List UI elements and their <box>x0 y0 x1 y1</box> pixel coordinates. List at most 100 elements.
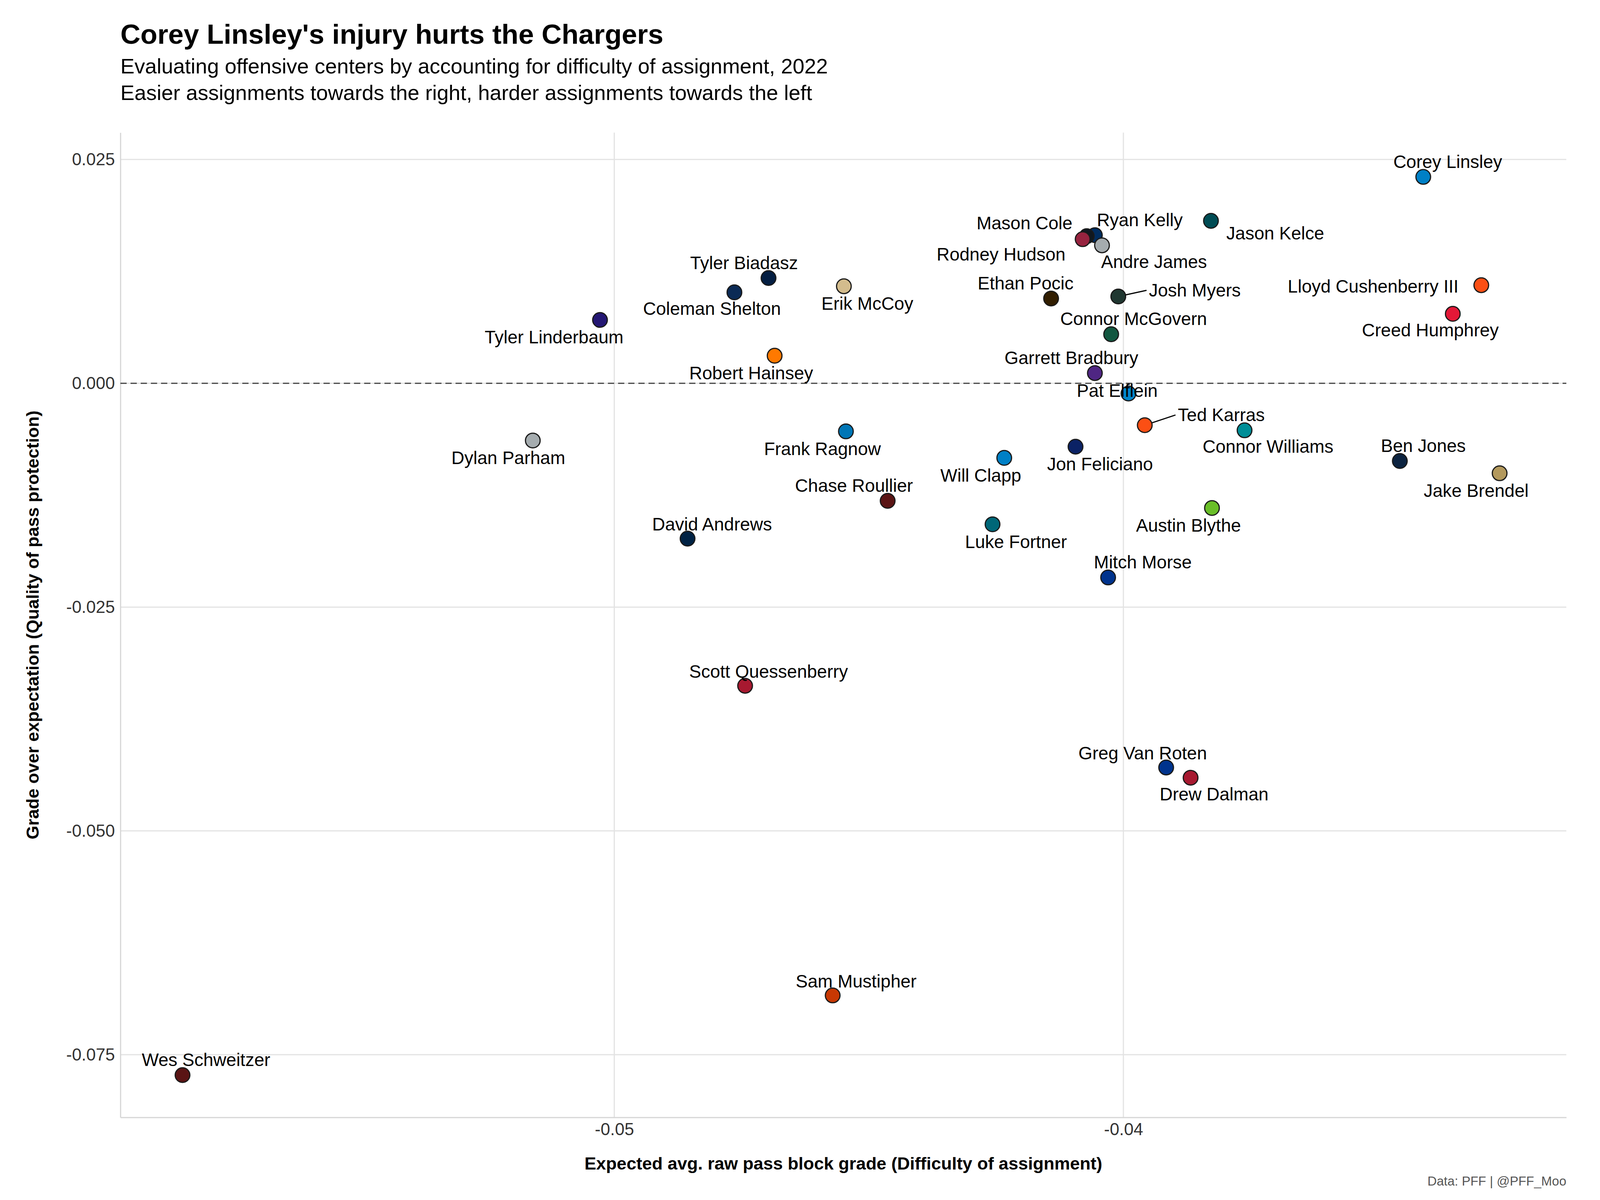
point-label: Luke Fortner <box>965 531 1068 552</box>
grid-line <box>1122 132 1124 1118</box>
point-label: Mitch Morse <box>1093 551 1192 573</box>
point-label: Scott Quessenberry <box>689 661 849 682</box>
grid <box>120 132 1567 1118</box>
point <box>1100 570 1116 586</box>
point-label: Corey Linsley <box>1393 151 1503 172</box>
point <box>880 493 896 509</box>
point <box>525 433 541 449</box>
grid-line <box>120 830 1567 832</box>
point <box>985 516 1000 532</box>
tick: -0.075 <box>66 1044 121 1065</box>
point-label: Wes Schweitzer <box>141 1049 271 1070</box>
grid-line <box>120 606 1567 608</box>
point-label: Erik McCoy <box>821 293 914 314</box>
tick-label: -0.050 <box>66 821 115 841</box>
point <box>1087 365 1103 381</box>
point-label: Lloyd Cushenberry III <box>1287 276 1459 297</box>
point-label: Jon Feliciano <box>1047 453 1154 475</box>
leader-line <box>1125 290 1147 295</box>
point <box>1203 213 1219 229</box>
title: Corey Linsley's injury hurts the Charger… <box>120 18 664 50</box>
point <box>838 424 854 440</box>
point-label: Ryan Kelly <box>1096 209 1183 231</box>
caption: Data: PFF | @PFF_Moo <box>1427 1173 1567 1189</box>
tick-label: -0.04 <box>1103 1119 1143 1139</box>
point-label: Robert Hainsey <box>689 362 813 384</box>
point <box>1237 423 1252 438</box>
point <box>726 285 742 300</box>
point-label: Garrett Bradbury <box>1004 347 1139 368</box>
point <box>175 1067 190 1083</box>
tick: -0.050 <box>66 821 121 841</box>
point <box>1445 306 1461 322</box>
grid-line <box>120 382 1567 384</box>
point <box>836 278 852 294</box>
point-label: Ted Karras <box>1177 404 1265 425</box>
point-label: Creed Humphrey <box>1362 319 1499 341</box>
point-label: Connor Williams <box>1202 436 1334 457</box>
tick-label: -0.075 <box>66 1044 115 1065</box>
point <box>1416 169 1431 185</box>
point-label: Ethan Pocic <box>977 273 1074 294</box>
point-label: Andre James <box>1101 251 1208 272</box>
point <box>1103 326 1119 342</box>
x-axis-title: Expected avg. raw pass block grade (Diff… <box>584 1153 1102 1174</box>
point <box>1068 439 1084 455</box>
point <box>1043 291 1059 306</box>
point-label: Will Clapp <box>940 465 1022 486</box>
point <box>1075 231 1091 247</box>
x-axis: -0.05 -0.04 <box>120 1117 1567 1139</box>
chart: -0.05 -0.04 0.025 0.000 -0.025 -0.050 -0.075 Co… <box>0 0 1600 1200</box>
point <box>1137 417 1153 433</box>
tick-label: -0.025 <box>66 597 115 617</box>
reference-line <box>120 382 1567 384</box>
y-axis: 0.025 0.000 -0.025 -0.050 -0.075 <box>66 132 121 1118</box>
point-labels: Corey Linsley Jason Kelce Ryan Kelly Mason … <box>141 151 1529 1070</box>
tick: -0.05 <box>594 1117 634 1139</box>
tick: 0.000 <box>71 373 121 393</box>
grid-line <box>120 158 1567 161</box>
point-label: Jason Kelce <box>1226 223 1325 244</box>
point-label: Dylan Parham <box>451 447 566 468</box>
point <box>1094 237 1110 253</box>
axis-line <box>120 1116 1567 1118</box>
point <box>1204 500 1220 516</box>
tick: 0.025 <box>71 149 121 169</box>
point-label: Pat Elflein <box>1076 380 1158 401</box>
point-label: Mason Cole <box>976 212 1073 234</box>
tick: -0.025 <box>66 597 121 617</box>
grid-line <box>613 132 615 1118</box>
point-label: Frank Ragnow <box>764 438 882 459</box>
point-label: Tyler Linderbaum <box>484 326 624 348</box>
point-label: Jake Brendel <box>1423 480 1529 501</box>
point-label: Ben Jones <box>1380 435 1466 456</box>
point <box>1392 453 1408 469</box>
point <box>767 348 783 364</box>
background <box>0 0 1600 1200</box>
y-axis-title: Grade over expectation (Quality of pass … <box>22 410 43 840</box>
point-label: Sam Mustipher <box>795 971 917 992</box>
point-label: Coleman Shelton <box>642 298 781 319</box>
tick: -0.04 <box>1103 1117 1143 1139</box>
point-label: Austin Blythe <box>1135 515 1241 536</box>
point-label: Tyler Biadasz <box>690 252 799 274</box>
point <box>761 270 777 286</box>
axis-line <box>119 132 122 1118</box>
point-label: Drew Dalman <box>1159 783 1269 805</box>
points <box>175 169 1507 1083</box>
tick-label: -0.05 <box>594 1119 634 1139</box>
subtitle: Evaluating offensive centers by accounti… <box>120 54 828 78</box>
point <box>1183 770 1199 786</box>
point-label: Connor McGovern <box>1060 308 1208 329</box>
point <box>996 450 1012 466</box>
grid-line <box>120 1053 1567 1056</box>
point <box>1110 289 1126 304</box>
leader-line <box>1151 414 1176 423</box>
point <box>1492 466 1508 481</box>
subtitle: Easier assignments towards the right, ha… <box>120 80 813 105</box>
tick-label: 0.000 <box>71 373 115 393</box>
tick-label: 0.025 <box>71 149 115 169</box>
point-label: Josh Myers <box>1148 280 1241 301</box>
point-label: Greg Van Roten <box>1078 742 1208 764</box>
point <box>1473 277 1489 293</box>
